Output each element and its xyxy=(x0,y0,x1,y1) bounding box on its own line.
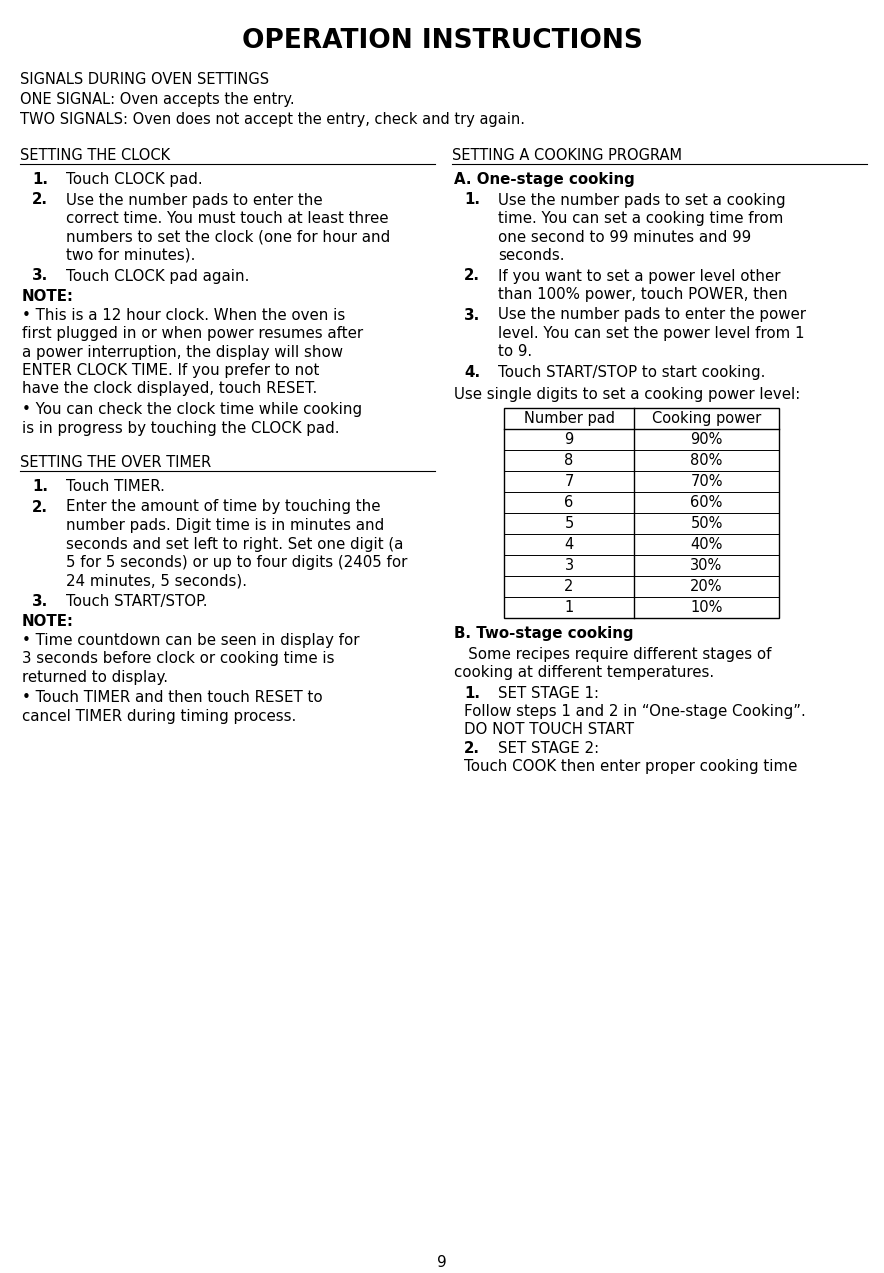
Text: one second to 99 minutes and 99: one second to 99 minutes and 99 xyxy=(498,229,751,244)
Text: B. Two-stage cooking: B. Two-stage cooking xyxy=(454,626,634,642)
Text: 1: 1 xyxy=(564,600,574,615)
Text: 3: 3 xyxy=(565,558,574,573)
Text: Touch START/STOP to start cooking.: Touch START/STOP to start cooking. xyxy=(498,365,766,381)
Text: time. You can set a cooking time from: time. You can set a cooking time from xyxy=(498,211,783,227)
Text: 3.: 3. xyxy=(32,594,49,608)
Text: Enter the amount of time by touching the: Enter the amount of time by touching the xyxy=(66,499,380,514)
Text: 7: 7 xyxy=(564,474,574,489)
Text: 4.: 4. xyxy=(464,365,480,381)
Text: 2.: 2. xyxy=(32,499,48,514)
Text: If you want to set a power level other: If you want to set a power level other xyxy=(498,269,781,284)
Text: 5 for 5 seconds) or up to four digits (2405 for: 5 for 5 seconds) or up to four digits (2… xyxy=(66,555,408,570)
Text: Touch CLOCK pad again.: Touch CLOCK pad again. xyxy=(66,269,249,284)
Text: SET STAGE 2:: SET STAGE 2: xyxy=(498,741,599,756)
Text: Touch CLOCK pad.: Touch CLOCK pad. xyxy=(66,172,202,187)
Text: Use the number pads to enter the: Use the number pads to enter the xyxy=(66,192,323,207)
Text: 40%: 40% xyxy=(690,537,723,552)
Text: first plugged in or when power resumes after: first plugged in or when power resumes a… xyxy=(22,326,363,341)
Text: is in progress by touching the CLOCK pad.: is in progress by touching the CLOCK pad… xyxy=(22,420,339,435)
Text: 80%: 80% xyxy=(690,453,723,468)
Text: level. You can set the power level from 1: level. You can set the power level from … xyxy=(498,326,804,341)
Text: Touch TIMER.: Touch TIMER. xyxy=(66,479,165,494)
Text: cooking at different temperatures.: cooking at different temperatures. xyxy=(454,665,714,680)
Text: 3.: 3. xyxy=(464,308,480,322)
Text: seconds and set left to right. Set one digit (a: seconds and set left to right. Set one d… xyxy=(66,536,403,551)
Text: SETTING THE CLOCK: SETTING THE CLOCK xyxy=(20,148,170,163)
Text: SIGNALS DURING OVEN SETTINGS: SIGNALS DURING OVEN SETTINGS xyxy=(20,73,269,87)
Text: 6: 6 xyxy=(564,495,574,510)
Text: Some recipes require different stages of: Some recipes require different stages of xyxy=(454,647,772,662)
Bar xyxy=(504,409,779,617)
Text: Follow steps 1 and 2 in “One-stage Cooking”.: Follow steps 1 and 2 in “One-stage Cooki… xyxy=(464,704,805,719)
Text: 3.: 3. xyxy=(32,269,49,284)
Text: 30%: 30% xyxy=(690,558,722,573)
Text: Touch START/STOP.: Touch START/STOP. xyxy=(66,594,208,608)
Text: 70%: 70% xyxy=(690,474,723,489)
Text: DO NOT TOUCH START: DO NOT TOUCH START xyxy=(464,723,634,737)
Text: • Touch TIMER and then touch RESET to: • Touch TIMER and then touch RESET to xyxy=(22,690,323,705)
Text: • You can check the clock time while cooking: • You can check the clock time while coo… xyxy=(22,402,362,418)
Text: SETTING THE OVER TIMER: SETTING THE OVER TIMER xyxy=(20,454,211,470)
Text: 2.: 2. xyxy=(464,269,480,284)
Text: ENTER CLOCK TIME. If you prefer to not: ENTER CLOCK TIME. If you prefer to not xyxy=(22,363,319,378)
Text: NOTE:: NOTE: xyxy=(22,289,74,304)
Text: SETTING A COOKING PROGRAM: SETTING A COOKING PROGRAM xyxy=(452,148,682,163)
Text: 5: 5 xyxy=(564,516,574,531)
Text: 1.: 1. xyxy=(32,172,48,187)
Text: • Time countdown can be seen in display for: • Time countdown can be seen in display … xyxy=(22,633,360,648)
Text: 60%: 60% xyxy=(690,495,723,510)
Text: Use the number pads to set a cooking: Use the number pads to set a cooking xyxy=(498,192,786,207)
Text: Cooking power: Cooking power xyxy=(652,411,761,426)
Text: 3 seconds before clock or cooking time is: 3 seconds before clock or cooking time i… xyxy=(22,652,334,667)
Text: 2.: 2. xyxy=(32,192,48,207)
Text: to 9.: to 9. xyxy=(498,345,532,359)
Text: returned to display.: returned to display. xyxy=(22,670,168,685)
Text: 2: 2 xyxy=(564,579,574,594)
Text: cancel TIMER during timing process.: cancel TIMER during timing process. xyxy=(22,709,296,724)
Text: 20%: 20% xyxy=(690,579,723,594)
Text: 8: 8 xyxy=(564,453,574,468)
Text: seconds.: seconds. xyxy=(498,248,565,264)
Text: 1.: 1. xyxy=(464,685,480,700)
Text: 1.: 1. xyxy=(32,479,48,494)
Text: number pads. Digit time is in minutes and: number pads. Digit time is in minutes an… xyxy=(66,518,385,533)
Text: than 100% power, touch POWER, then: than 100% power, touch POWER, then xyxy=(498,286,788,302)
Text: Touch COOK then enter proper cooking time: Touch COOK then enter proper cooking tim… xyxy=(464,760,797,774)
Text: 9: 9 xyxy=(437,1255,447,1270)
Text: ONE SIGNAL: Oven accepts the entry.: ONE SIGNAL: Oven accepts the entry. xyxy=(20,92,294,107)
Text: 9: 9 xyxy=(564,432,574,447)
Text: OPERATION INSTRUCTIONS: OPERATION INSTRUCTIONS xyxy=(241,28,643,53)
Text: Use the number pads to enter the power: Use the number pads to enter the power xyxy=(498,308,806,322)
Text: TWO SIGNALS: Oven does not accept the entry, check and try again.: TWO SIGNALS: Oven does not accept the en… xyxy=(20,112,525,127)
Text: two for minutes).: two for minutes). xyxy=(66,248,195,264)
Text: 2.: 2. xyxy=(464,741,480,756)
Text: have the clock displayed, touch RESET.: have the clock displayed, touch RESET. xyxy=(22,382,317,396)
Text: a power interruption, the display will show: a power interruption, the display will s… xyxy=(22,345,343,359)
Text: 50%: 50% xyxy=(690,516,723,531)
Text: Number pad: Number pad xyxy=(523,411,614,426)
Text: numbers to set the clock (one for hour and: numbers to set the clock (one for hour a… xyxy=(66,229,390,244)
Text: 90%: 90% xyxy=(690,432,723,447)
Text: 24 minutes, 5 seconds).: 24 minutes, 5 seconds). xyxy=(66,574,247,588)
Text: 1.: 1. xyxy=(464,192,480,207)
Text: Use single digits to set a cooking power level:: Use single digits to set a cooking power… xyxy=(454,387,800,402)
Text: • This is a 12 hour clock. When the oven is: • This is a 12 hour clock. When the oven… xyxy=(22,308,346,322)
Text: correct time. You must touch at least three: correct time. You must touch at least th… xyxy=(66,211,388,227)
Text: 4: 4 xyxy=(564,537,574,552)
Text: NOTE:: NOTE: xyxy=(22,615,74,630)
Text: 10%: 10% xyxy=(690,600,723,615)
Text: A. One-stage cooking: A. One-stage cooking xyxy=(454,172,635,187)
Text: SET STAGE 1:: SET STAGE 1: xyxy=(498,685,599,700)
